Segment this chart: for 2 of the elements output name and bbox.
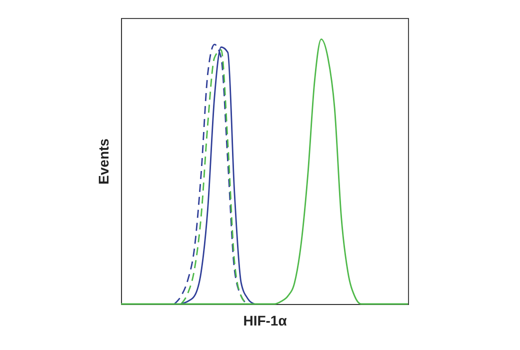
y-axis-title: Events [96,138,112,184]
x-axis-title: HIF-1α [243,312,288,328]
